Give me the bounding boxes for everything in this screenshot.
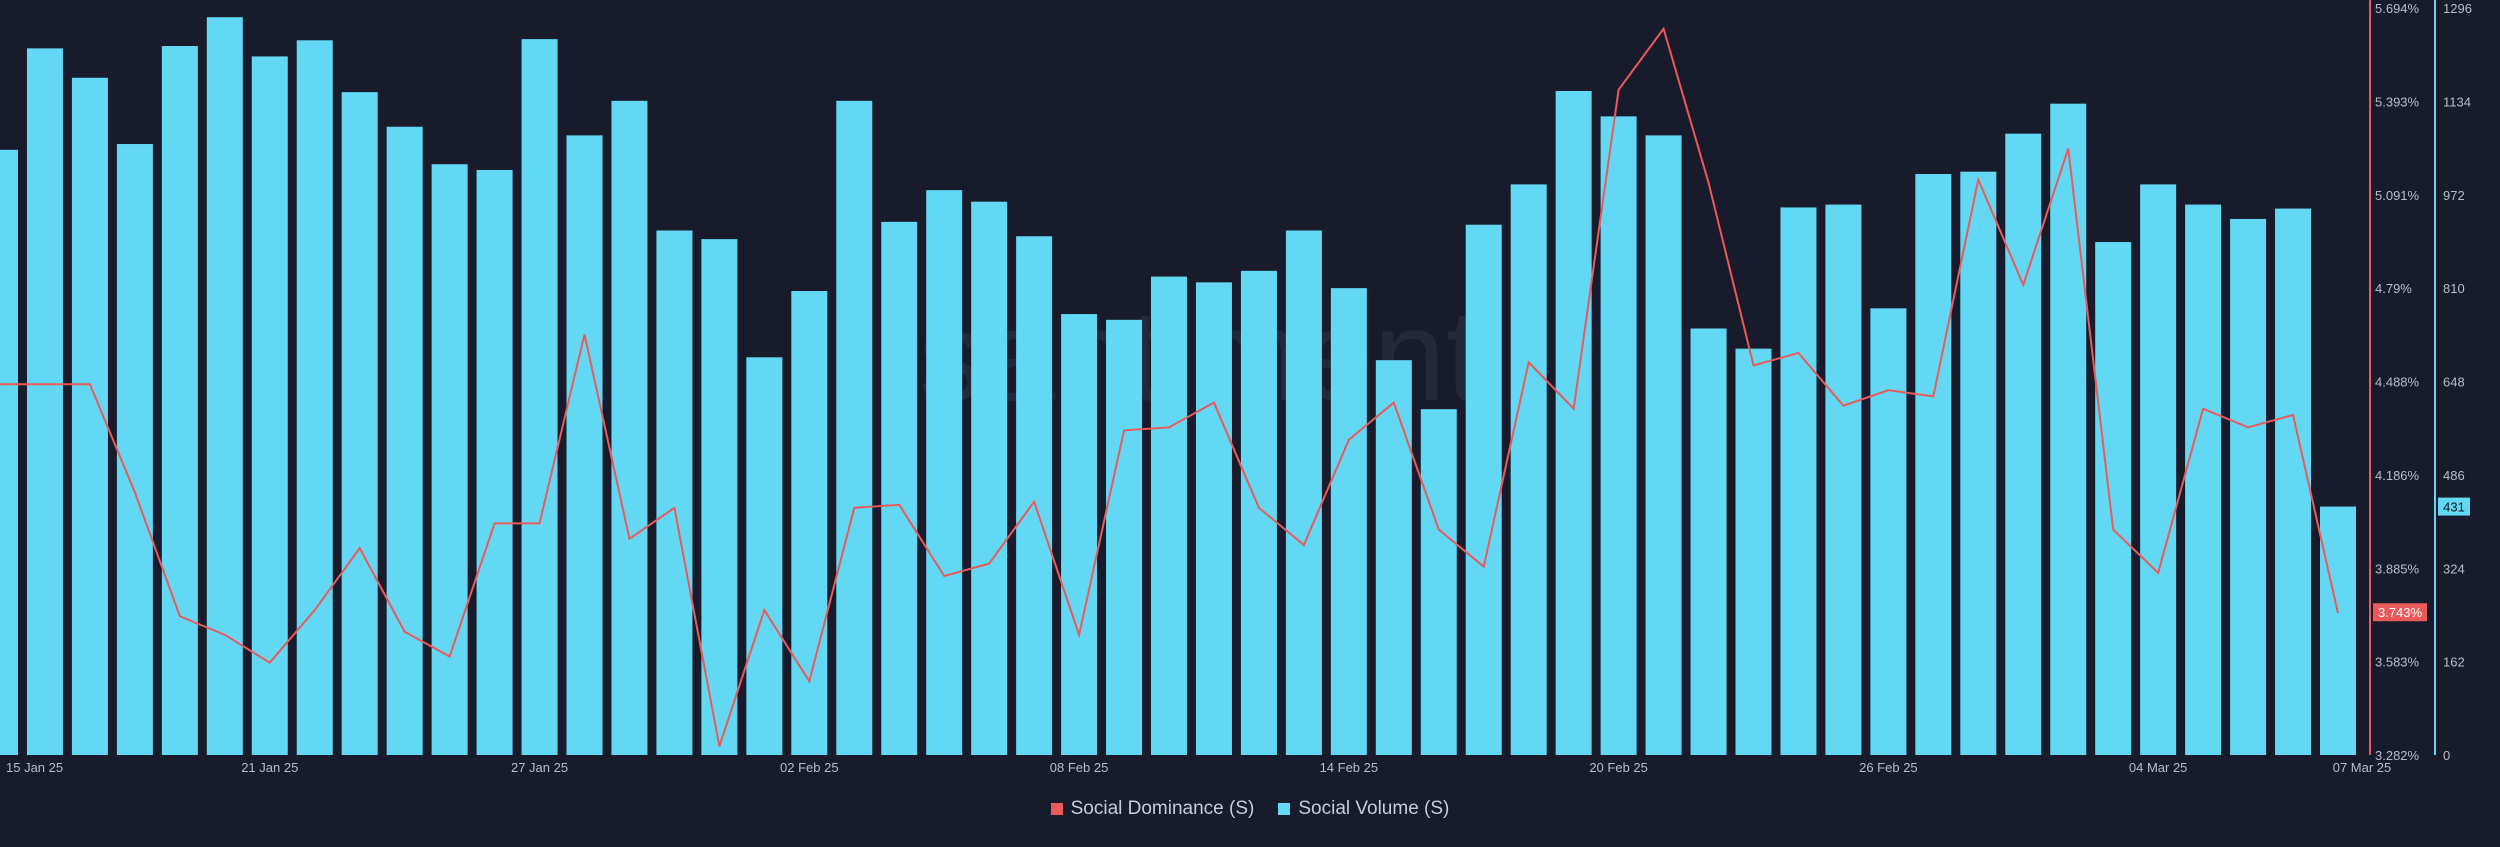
volume-bar-19[interactable] <box>836 100 873 756</box>
volume-bar-13[interactable] <box>566 135 603 755</box>
volume-bar-48[interactable] <box>2140 184 2177 755</box>
volume-bar-40[interactable] <box>1780 207 1817 756</box>
right-axis-ticks: 1296 1134 972 810 648 486 324 162 0 <box>2443 1 2472 763</box>
left-axis-tick-label: 5.091% <box>2375 188 2420 203</box>
volume-bar-4[interactable] <box>161 46 198 755</box>
legend-item-social-volume[interactable]: Social Volume (S) <box>1278 798 1449 820</box>
right-axis-tick-label: 972 <box>2443 188 2465 203</box>
volume-bar-22[interactable] <box>971 201 1008 755</box>
x-axis-tick-label: 26 Feb 25 <box>1859 760 1918 775</box>
right-axis-tick-label: 324 <box>2443 561 2465 576</box>
x-axis-ticks: 15 Jan 25 21 Jan 25 27 Jan 25 02 Feb 25 08 F… <box>6 760 2391 775</box>
volume-bar-7[interactable] <box>296 40 333 756</box>
dominance-value-badge <box>2373 603 2427 622</box>
left-axis-tick-label: 5.393% <box>2375 94 2420 109</box>
legend: Social Dominance (S) Social Volume (S) <box>0 798 2500 820</box>
volume-bar-24[interactable] <box>1061 314 1098 755</box>
volume-bar-43[interactable] <box>1915 174 1952 755</box>
left-axis-tick-label: 4.186% <box>2375 468 2420 483</box>
volume-bar-26[interactable] <box>1151 276 1187 755</box>
dominance-value-label: 3.743% <box>2378 605 2423 620</box>
right-axis-tick-label: 810 <box>2443 281 2465 296</box>
right-axis-tick-label: 486 <box>2443 468 2465 483</box>
volume-bar-0[interactable] <box>0 149 18 755</box>
volume-bar-12[interactable] <box>521 39 558 755</box>
volume-bar-34[interactable] <box>1510 184 1547 755</box>
volume-bar-28[interactable] <box>1240 270 1277 755</box>
right-axis-tick-label: 162 <box>2443 655 2465 670</box>
volume-bar-10[interactable] <box>431 164 468 755</box>
volume-bar-29[interactable] <box>1285 230 1322 756</box>
x-axis-tick-label: 15 Jan 25 <box>6 760 63 775</box>
volume-bar-50[interactable] <box>2230 218 2267 756</box>
volume-bar-32[interactable] <box>1420 409 1457 755</box>
right-axis-tick-label: 1134 <box>2443 94 2471 109</box>
current-value-badges: 3.743% 431 <box>2373 497 2470 622</box>
volume-bar-37[interactable] <box>1645 135 1682 755</box>
volume-bar-3[interactable] <box>116 144 153 755</box>
legend-swatch-social-volume <box>1278 803 1291 815</box>
volume-bar-44[interactable] <box>1960 171 1997 755</box>
volume-bar-45[interactable] <box>2005 133 2042 755</box>
volume-bar-11[interactable] <box>476 169 513 755</box>
volume-bar-9[interactable] <box>386 126 423 756</box>
volume-bar-36[interactable] <box>1600 116 1637 756</box>
volume-bar-31[interactable] <box>1375 360 1412 755</box>
volume-bar-49[interactable] <box>2185 204 2222 756</box>
volume-bar-1[interactable] <box>26 48 63 755</box>
volume-bar-39[interactable] <box>1735 348 1772 755</box>
x-axis-tick-label: 04 Mar 25 <box>2129 760 2188 775</box>
volume-bar-35[interactable] <box>1555 91 1592 755</box>
volume-bar-52[interactable] <box>2320 506 2356 755</box>
volume-bar-33[interactable] <box>1465 224 1502 755</box>
left-axis-tick-label: 3.885% <box>2375 561 2420 576</box>
right-axis-tick-label: 0 <box>2443 748 2450 763</box>
x-axis-tick-label: 21 Jan 25 <box>241 760 298 775</box>
volume-bar-42[interactable] <box>1870 308 1907 755</box>
left-axis-tick-label: 5.694% <box>2375 1 2420 16</box>
volume-bar-5[interactable] <box>206 17 243 755</box>
right-axis-tick-label: 1296 <box>2443 1 2472 16</box>
volume-bar-17[interactable] <box>746 357 783 755</box>
volume-value-badge <box>2438 497 2470 516</box>
x-axis-tick-label: 02 Feb 25 <box>780 760 839 775</box>
volume-bar-2[interactable] <box>71 77 108 756</box>
volume-bar-20[interactable] <box>881 221 918 755</box>
legend-swatch-social-dominance <box>1050 803 1063 815</box>
volume-bar-18[interactable] <box>791 291 828 755</box>
volume-bar-15[interactable] <box>656 230 693 756</box>
volume-bar-21[interactable] <box>926 190 963 755</box>
volume-bar-23[interactable] <box>1016 236 1053 755</box>
right-axis-tick-label: 648 <box>2443 375 2465 390</box>
social-dominance-line <box>0 26 2339 747</box>
x-axis-tick-label: 27 Jan 25 <box>511 760 568 775</box>
x-axis-tick-label: 07 Mar 25 <box>2333 760 2392 775</box>
volume-value-label: 431 <box>2443 500 2465 515</box>
volume-bar-27[interactable] <box>1195 282 1232 755</box>
volume-bar-25[interactable] <box>1106 319 1143 755</box>
volume-bar-14[interactable] <box>611 100 648 756</box>
left-axis-tick-label: 3.282% <box>2375 748 2420 763</box>
left-axis-ticks: 5.694% 5.393% 5.091% 4.79% 4.488% 4.186% 3.885… <box>2375 1 2420 763</box>
left-axis-tick-label: 3.583% <box>2375 655 2420 670</box>
volume-bar-16[interactable] <box>701 239 738 755</box>
volume-bar-38[interactable] <box>1690 328 1727 755</box>
volume-bar-8[interactable] <box>341 92 378 756</box>
social-volume-bars <box>0 17 2356 756</box>
volume-bar-47[interactable] <box>2095 242 2132 755</box>
x-axis-tick-label: 14 Feb 25 <box>1320 760 1379 775</box>
legend-label-social-volume: Social Volume (S) <box>1298 798 1450 819</box>
volume-bar-41[interactable] <box>1825 204 1862 756</box>
left-axis-tick-label: 4.488% <box>2375 375 2420 390</box>
left-axis-tick-label: 4.79% <box>2375 281 2412 296</box>
volume-bar-30[interactable] <box>1330 288 1367 755</box>
legend-label-social-dominance: Social Dominance (S) <box>1070 798 1255 819</box>
volume-bar-46[interactable] <box>2050 103 2087 756</box>
volume-bar-51[interactable] <box>2275 208 2312 756</box>
x-axis-tick-label: 20 Feb 25 <box>1589 760 1648 775</box>
legend-item-social-dominance[interactable]: Social Dominance (S) <box>1050 798 1255 820</box>
x-axis-tick-label: 08 Feb 25 <box>1050 760 1109 775</box>
volume-bar-6[interactable] <box>251 56 288 755</box>
